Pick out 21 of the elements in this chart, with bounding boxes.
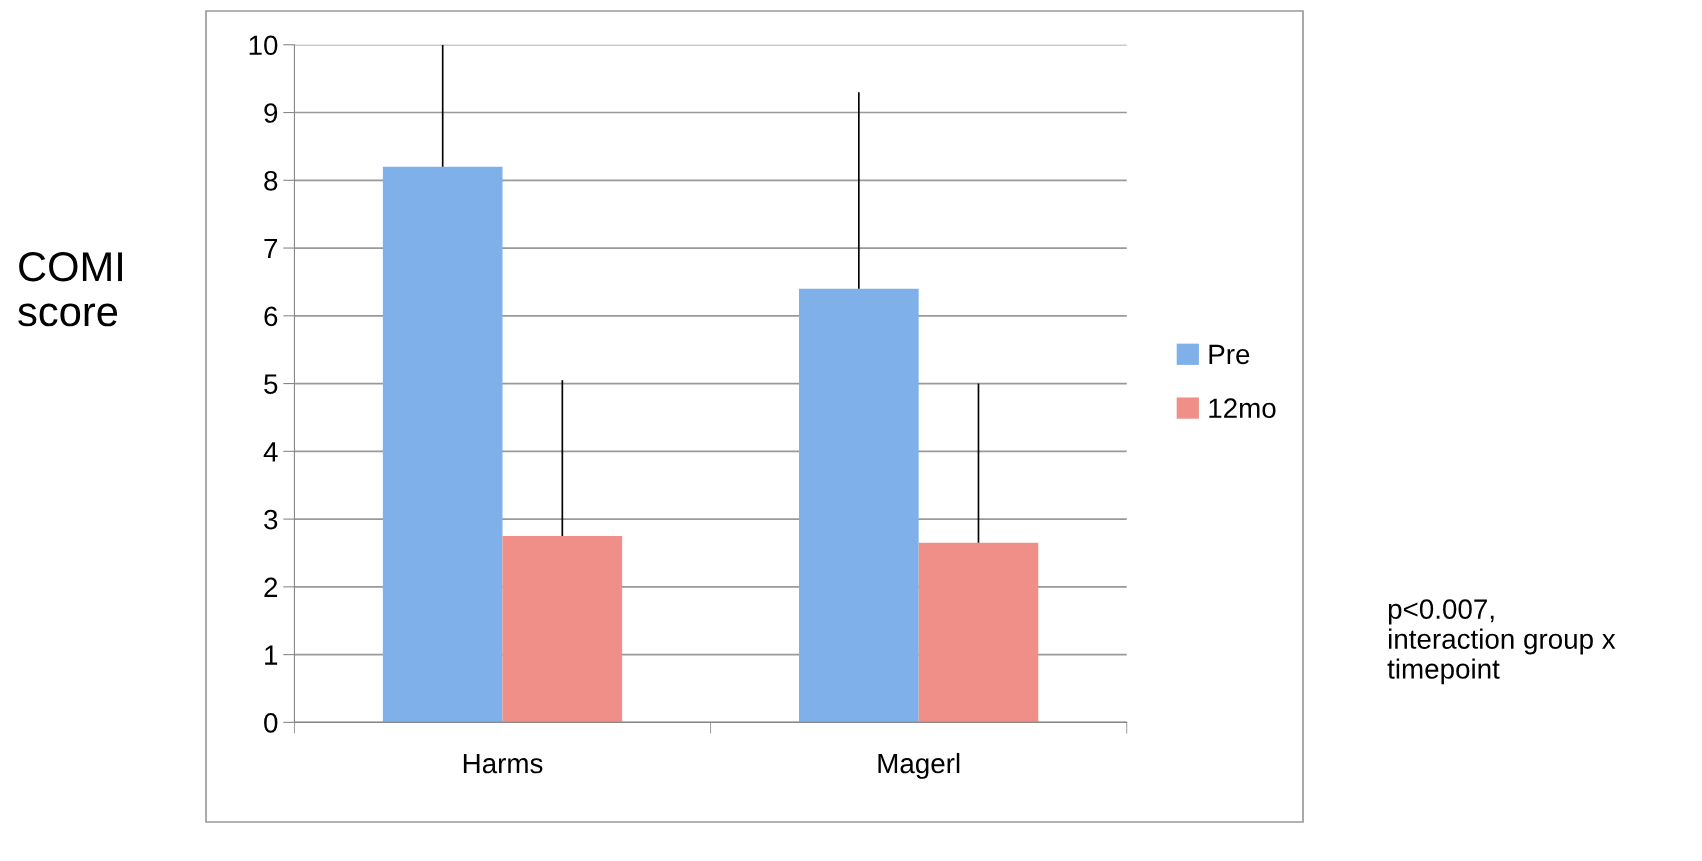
y-axis-title: COMI score xyxy=(18,251,122,327)
y-tick-label: 6 xyxy=(264,306,278,327)
x-tick-label: Harms xyxy=(463,753,543,774)
y-tick-label: 4 xyxy=(263,442,278,462)
y-tick-label: 10 xyxy=(249,35,278,56)
y-tick-label: 0 xyxy=(264,713,278,733)
bar xyxy=(918,542,1039,723)
legend-label: 12mo xyxy=(1209,398,1276,419)
bar xyxy=(799,288,919,723)
bar xyxy=(382,166,503,723)
y-tick-label: 5 xyxy=(264,374,278,394)
text: p<0.007, interaction group x timepoint xyxy=(1387,599,1616,685)
y-tick-label: 7 xyxy=(264,239,278,259)
legend-label: Pre xyxy=(1209,344,1250,365)
bar xyxy=(502,536,623,723)
y-tick-label: 9 xyxy=(264,103,278,123)
y-tick-label: 8 xyxy=(264,170,278,191)
y-tick-label: 2 xyxy=(264,577,278,597)
y-tick-label: 3 xyxy=(264,509,278,530)
x-tick-label: Magerl xyxy=(878,752,960,779)
y-tick-label: 1 xyxy=(265,645,278,665)
